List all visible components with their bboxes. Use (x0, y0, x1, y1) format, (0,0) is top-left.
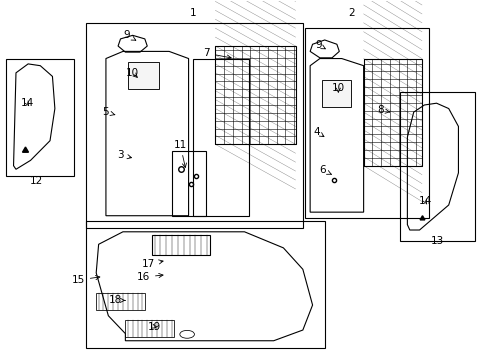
Text: 3: 3 (117, 150, 131, 160)
Bar (86, 221, 324, 348)
Bar (86, 23, 302, 228)
Text: 4: 4 (312, 127, 323, 137)
Text: 6: 6 (318, 165, 330, 175)
Text: 14: 14 (418, 197, 431, 206)
Bar (215, 46, 295, 144)
Text: 11: 11 (173, 140, 186, 167)
Bar (322, 80, 351, 107)
Text: 2: 2 (347, 8, 354, 18)
Text: 10: 10 (126, 68, 139, 78)
Text: 12: 12 (30, 176, 43, 186)
Text: 18: 18 (109, 296, 125, 305)
Text: 19: 19 (148, 322, 161, 332)
Text: 16: 16 (137, 272, 163, 282)
Text: 1: 1 (190, 8, 196, 18)
Text: 15: 15 (71, 275, 100, 285)
Bar (6, 59, 74, 176)
Text: 10: 10 (331, 83, 344, 93)
Text: 13: 13 (430, 237, 443, 247)
Bar (96, 293, 144, 310)
Text: 8: 8 (377, 105, 389, 115)
Text: 7: 7 (203, 48, 231, 59)
Text: 9: 9 (123, 30, 136, 40)
Bar (127, 62, 159, 89)
Bar (399, 93, 474, 241)
Text: 14: 14 (20, 98, 34, 108)
Text: 5: 5 (102, 107, 115, 117)
Bar (125, 320, 174, 337)
Text: 17: 17 (142, 259, 163, 269)
Bar (305, 28, 428, 217)
Bar (363, 59, 421, 166)
Text: 9: 9 (314, 40, 325, 50)
